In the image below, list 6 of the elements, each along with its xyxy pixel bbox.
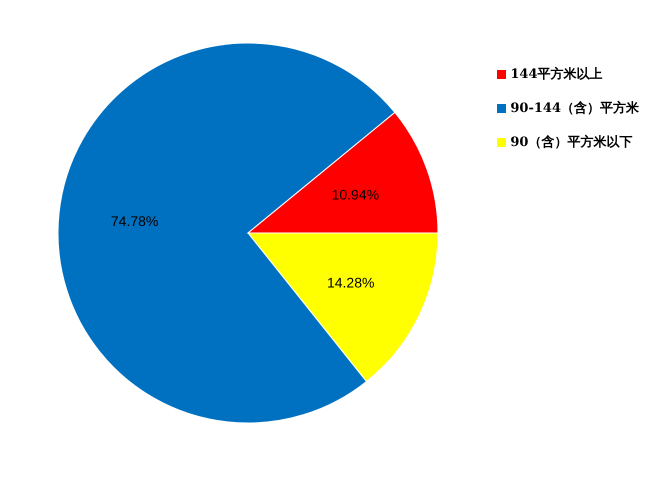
data-label: 14.28% (326, 274, 374, 290)
data-label: 74.78% (110, 213, 158, 230)
data-label: 10.94% (332, 186, 380, 203)
legend-label: 90（含）平方米以下 (510, 135, 632, 150)
legend-label: 90-144（含）平方米 (510, 101, 639, 116)
legend-label: 144平方米以上 (510, 67, 603, 82)
